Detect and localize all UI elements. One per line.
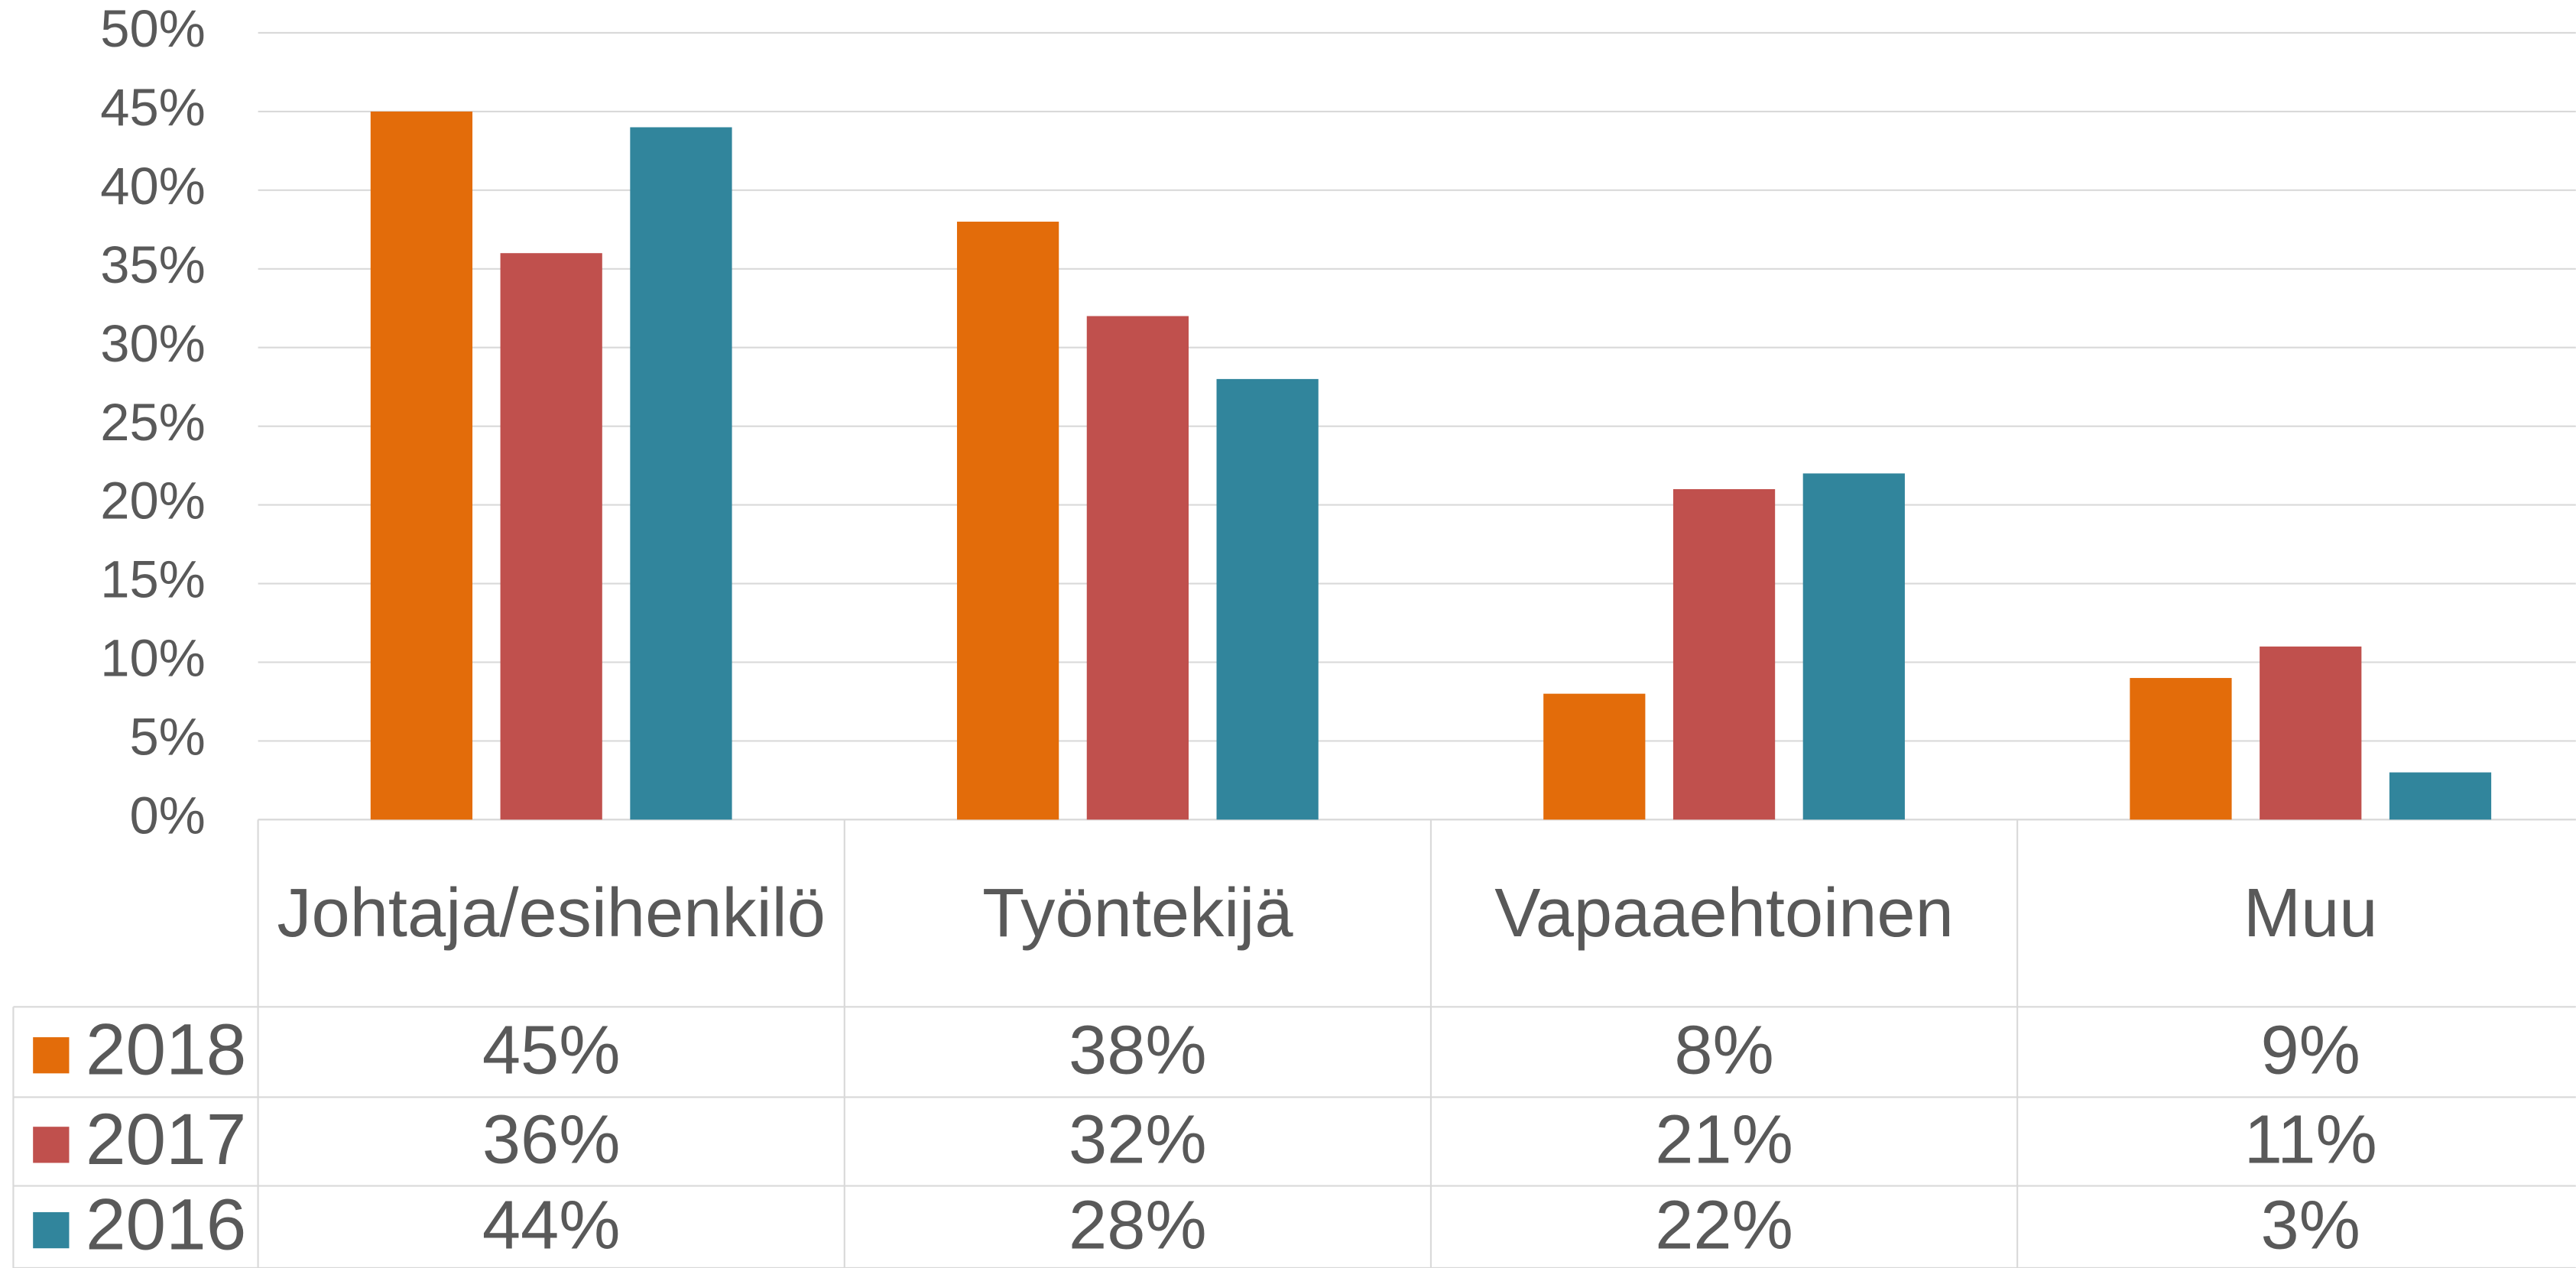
legend-swatch <box>33 1037 70 1074</box>
x-tick-label-box: Muu <box>2243 874 2378 952</box>
table-value: 44% <box>482 1186 621 1263</box>
bar <box>956 222 1059 820</box>
legend-label: 2018 <box>86 1010 246 1091</box>
bar <box>1216 378 1319 820</box>
y-tick-label: 5% <box>129 708 205 767</box>
bar <box>500 253 602 820</box>
table-value: 45% <box>482 1012 621 1089</box>
x-tick-label-box: Työntekijä <box>982 874 1293 952</box>
x-tick-label: Muu <box>2243 874 2378 952</box>
y-tick-label: 50% <box>100 0 206 58</box>
table-value: 21% <box>1655 1101 1793 1179</box>
y-tick-label: 25% <box>100 393 206 452</box>
legend-swatch <box>33 1127 70 1163</box>
x-tick-label: Johtaja/esihenkilö <box>277 874 826 952</box>
table-value: 38% <box>1069 1012 1207 1089</box>
bar <box>2130 678 2232 820</box>
table-value: 32% <box>1069 1101 1207 1179</box>
bar <box>2260 646 2362 820</box>
legend-swatch <box>33 1211 70 1249</box>
x-tick-label: Vapaaehtoinen <box>1494 874 1954 952</box>
legend-label: 2016 <box>86 1185 246 1266</box>
y-tick-label: 10% <box>100 629 206 688</box>
y-tick-label: 40% <box>100 157 206 216</box>
legend-label: 2017 <box>86 1099 246 1180</box>
y-tick-label: 20% <box>100 472 206 530</box>
y-tick-label: 35% <box>100 235 206 294</box>
table-value: 3% <box>2261 1186 2360 1263</box>
y-tick-label: 0% <box>129 786 205 845</box>
table-value: 36% <box>482 1101 621 1179</box>
bar <box>2389 772 2492 820</box>
y-tick-label: 45% <box>100 78 206 137</box>
bar <box>1802 473 1905 820</box>
table-value: 11% <box>2244 1101 2377 1179</box>
x-tick-label-box: Vapaaehtoinen <box>1494 874 1954 952</box>
y-tick-label: 15% <box>100 550 206 609</box>
table-value: 22% <box>1655 1186 1793 1263</box>
bar <box>370 111 473 820</box>
table-value: 8% <box>1674 1012 1773 1089</box>
x-tick-label: Työntekijä <box>982 874 1293 952</box>
bar <box>1086 316 1189 820</box>
table-value: 9% <box>2261 1012 2360 1089</box>
x-tick-label-box: Johtaja/esihenkilö <box>277 874 826 952</box>
table-value: 28% <box>1069 1186 1207 1263</box>
bar <box>1543 693 1646 820</box>
bar <box>630 127 732 820</box>
bar <box>1672 489 1776 820</box>
y-tick-label: 30% <box>100 314 206 373</box>
